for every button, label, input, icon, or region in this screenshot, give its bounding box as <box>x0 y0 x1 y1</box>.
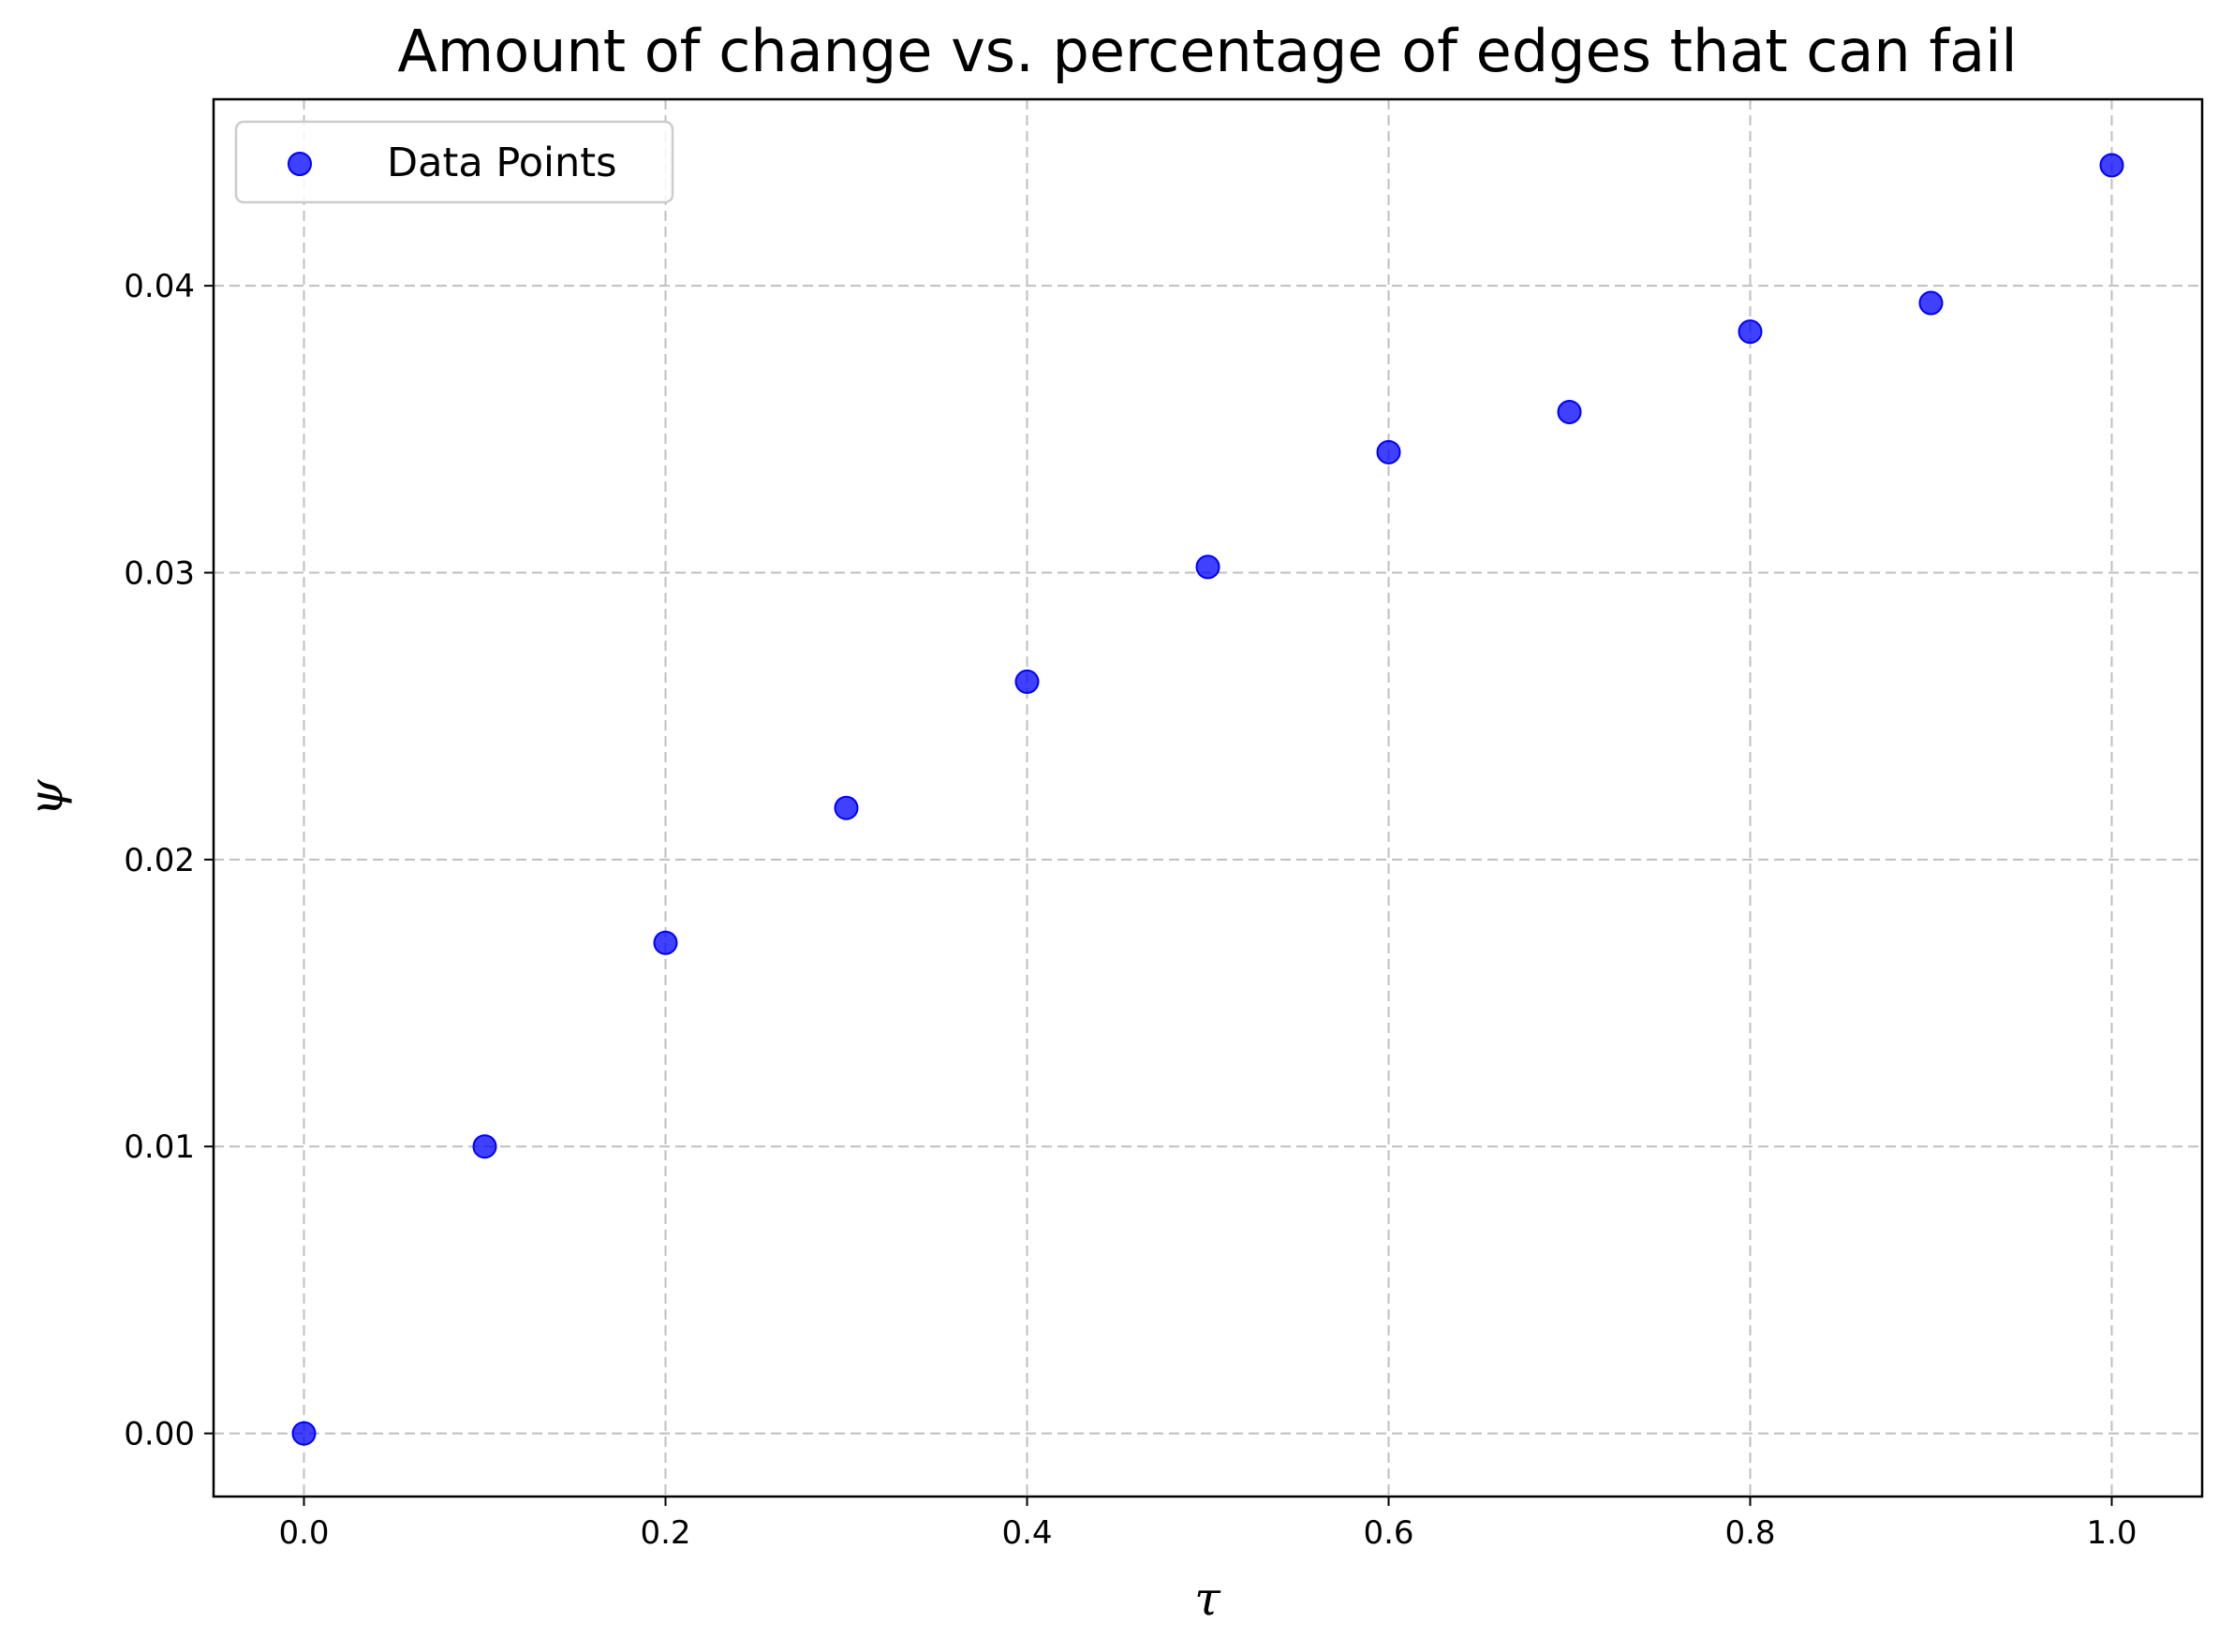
data-points <box>291 153 2124 1446</box>
y-tick-label: 0.03 <box>124 555 195 593</box>
x-tick-label: 0.2 <box>640 1514 690 1552</box>
y-tick-label: 0.04 <box>124 268 195 305</box>
data-point <box>472 1134 497 1159</box>
data-point <box>1195 554 1220 580</box>
legend-marker <box>288 152 312 176</box>
data-point <box>291 1421 317 1446</box>
legend-label: Data Points <box>387 140 617 186</box>
data-point <box>1557 399 1582 424</box>
plot-area-frame <box>212 97 2204 1498</box>
y-tick-label: 0.01 <box>124 1128 195 1166</box>
data-point <box>2099 153 2124 178</box>
x-tick-label: 0.4 <box>1001 1514 1052 1552</box>
chart-title: Amount of change vs. percentage of edges… <box>397 17 2017 85</box>
data-point <box>1918 290 1944 316</box>
data-point <box>834 795 859 820</box>
y-axis-label: ψ <box>19 779 73 817</box>
data-point <box>653 930 678 955</box>
data-point <box>1014 669 1040 694</box>
grid <box>214 99 2202 1497</box>
x-tick-label: 0.8 <box>1724 1514 1775 1552</box>
x-tick-label: 1.0 <box>2086 1514 2137 1552</box>
y-tick-label: 0.02 <box>124 842 195 879</box>
x-tick-label: 0.0 <box>278 1514 329 1552</box>
legend: Data Points <box>234 120 674 204</box>
y-tick-label: 0.00 <box>124 1416 195 1453</box>
legend-box <box>234 120 674 204</box>
x-axis-label: τ <box>1194 1571 1221 1626</box>
x-axis-ticks: 0.0 0.2 0.4 0.6 0.8 1.0 <box>278 1497 2138 1552</box>
data-point <box>1738 319 1763 345</box>
x-tick-label: 0.6 <box>1363 1514 1413 1552</box>
y-axis-ticks: 0.00 0.01 0.02 0.03 0.04 <box>124 268 214 1453</box>
data-point <box>1376 439 1401 465</box>
